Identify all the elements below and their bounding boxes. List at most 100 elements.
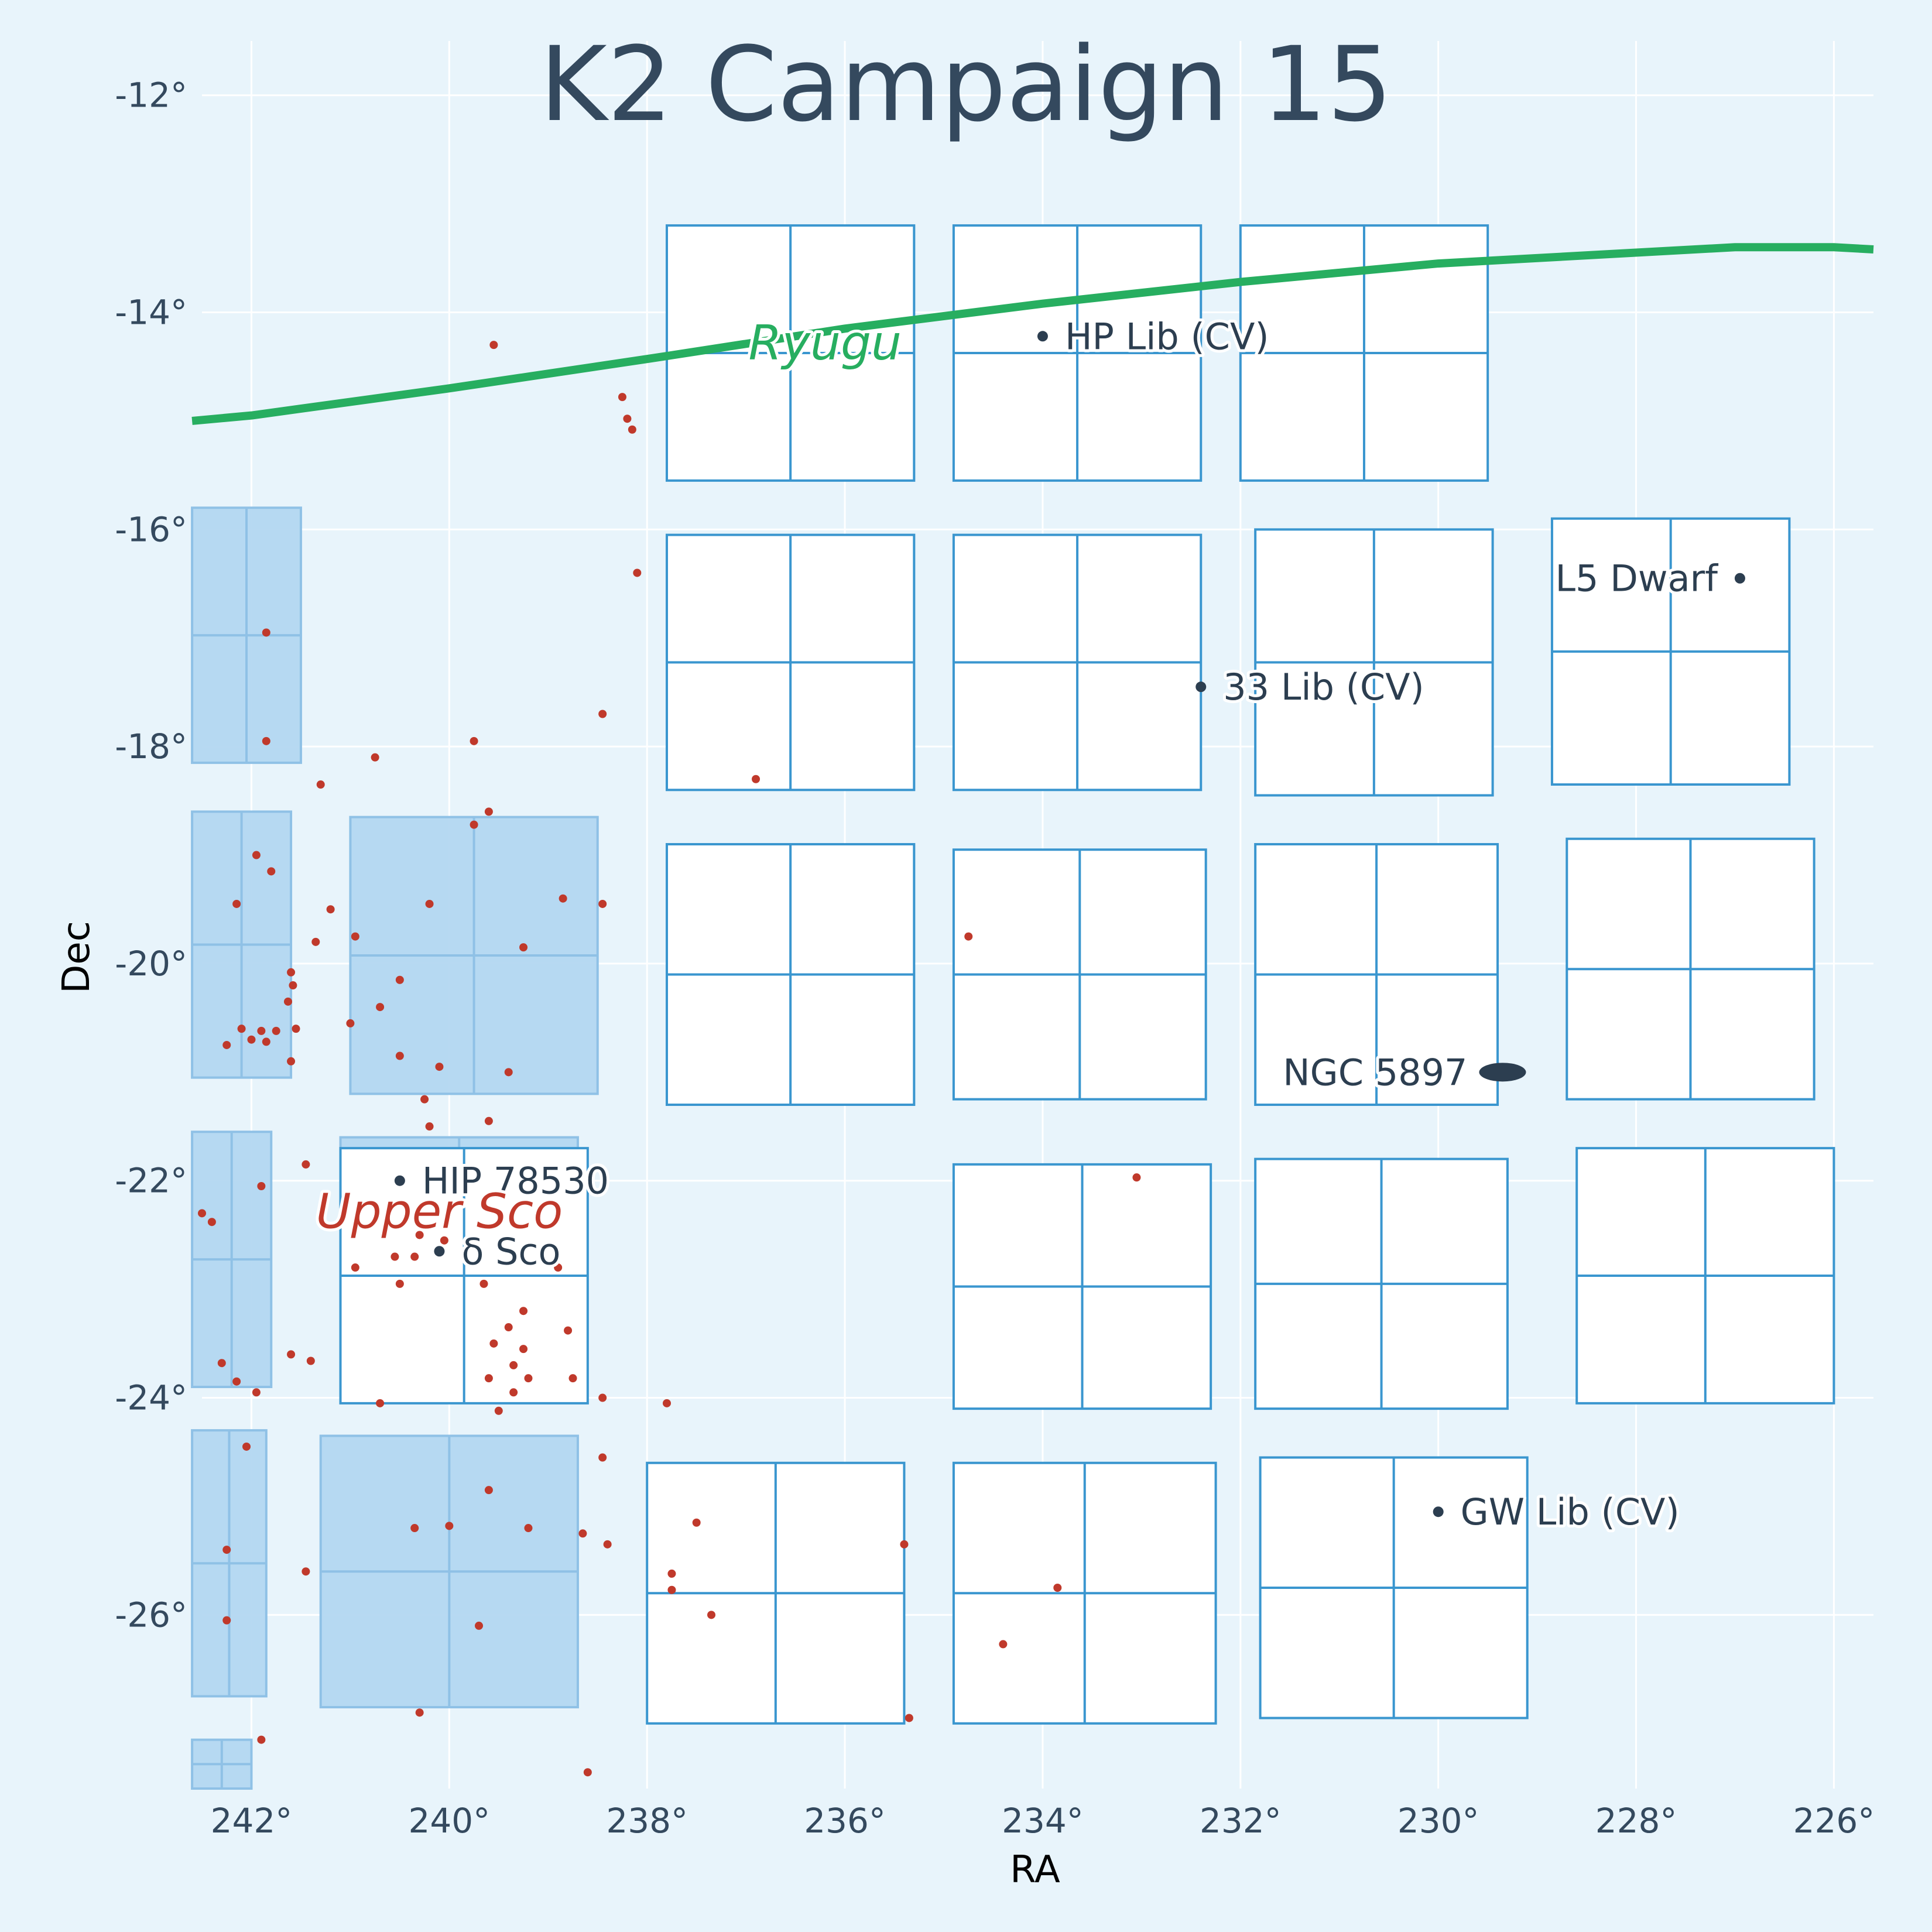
upper-sco-star <box>351 932 359 941</box>
upper-sco-star <box>262 737 270 745</box>
upper-sco-star <box>484 1116 493 1125</box>
x-tick-label: 236° <box>804 1801 886 1841</box>
upper-sco-star <box>519 943 528 952</box>
x-tick-label: 240° <box>408 1801 490 1841</box>
target-label: 33 Lib (CV) <box>1223 666 1424 708</box>
upper-sco-star <box>395 1051 404 1060</box>
axis-tick-labels: 242° 240° 238° 236° 234° 232° 230° 228° 226° -12°… <box>115 76 1875 1841</box>
x-tick-label: 242° <box>211 1801 293 1841</box>
upper-sco-star <box>311 937 320 946</box>
upper-sco-star <box>257 1026 266 1035</box>
upper-sco-star <box>484 1374 493 1383</box>
upper-sco-star <box>326 905 335 914</box>
upper-sco-star <box>302 1160 310 1169</box>
upper-sco-star <box>217 1359 226 1368</box>
y-axis-label: Dec <box>55 921 98 994</box>
upper-sco-star <box>519 1307 528 1316</box>
upper-sco-star <box>554 1263 563 1272</box>
upper-sco-star <box>262 628 270 637</box>
upper-sco-star <box>598 710 607 718</box>
y-tick-label: -20° <box>115 944 187 984</box>
upper-sco-star <box>470 737 478 745</box>
target-markers: HP Lib (CV) 33 Lib (CV) L5 Dwarf HIP 78530 δ… <box>394 312 1745 1536</box>
y-tick-label: -12° <box>115 76 187 115</box>
upper-sco-star <box>257 1735 266 1744</box>
y-tick-label: -24° <box>115 1378 187 1418</box>
upper-sco-star <box>410 1524 419 1533</box>
y-tick-label: -18° <box>115 727 187 766</box>
upper-sco-star <box>524 1524 533 1533</box>
upper-sco-star <box>287 1057 296 1066</box>
target-dot <box>434 1246 445 1257</box>
upper-sco-star <box>289 981 297 990</box>
y-tick-label: -16° <box>115 509 187 549</box>
upper-sco-star <box>425 899 434 908</box>
upper-sco-star <box>598 1393 607 1402</box>
upper-sco-star <box>420 1095 429 1104</box>
upper-sco-star <box>302 1567 310 1576</box>
y-tick-label: -26° <box>115 1595 187 1635</box>
upper-sco-star <box>489 1339 498 1348</box>
upper-sco-star <box>207 1218 216 1227</box>
x-tick-label: 228° <box>1595 1801 1677 1841</box>
upper-sco-star <box>445 1522 454 1530</box>
upper-sco-star <box>504 1323 513 1332</box>
x-tick-label: 232° <box>1200 1801 1282 1841</box>
target-dot <box>394 1175 405 1186</box>
upper-sco-star <box>662 1399 671 1407</box>
upper-sco-star <box>252 1388 261 1397</box>
upper-sco-star <box>568 1374 577 1383</box>
chart-title: K2 Campaign 15 <box>539 25 1392 145</box>
target-label: GW Lib (CV) <box>1461 1491 1680 1533</box>
upper-sco-star <box>692 1518 701 1527</box>
upper-sco-star <box>316 780 325 789</box>
upper-sco-star <box>415 1231 424 1239</box>
upper-sco-star <box>232 899 241 908</box>
upper-sco-star <box>524 1374 533 1383</box>
upper-sco-star <box>479 1279 488 1288</box>
target-label: HIP 78530 <box>422 1160 609 1203</box>
upper-sco-star <box>484 807 493 816</box>
upper-sco-star <box>247 1035 256 1044</box>
x-tick-label: 234° <box>1002 1801 1084 1841</box>
upper-sco-star <box>509 1361 518 1369</box>
upper-sco-star <box>376 1003 385 1012</box>
galaxy-label: NGC 5897 <box>1283 1051 1467 1094</box>
upper-sco-star <box>628 425 636 434</box>
upper-sco-star <box>564 1326 573 1335</box>
upper-sco-star <box>475 1621 484 1630</box>
target-label: L5 Dwarf <box>1555 557 1719 600</box>
x-tick-label: 230° <box>1397 1801 1479 1841</box>
ryugu-track <box>191 243 1874 425</box>
upper-sco-star <box>306 1356 315 1365</box>
upper-sco-star <box>667 1569 676 1578</box>
upper-sco-star <box>257 1182 266 1191</box>
y-tick-label: -22° <box>115 1161 187 1201</box>
upper-sco-star <box>222 1040 231 1049</box>
upper-sco-stars <box>198 341 1141 1777</box>
upper-sco-star <box>376 1399 385 1407</box>
upper-sco-star <box>262 1037 270 1046</box>
upper-sco-star <box>519 1345 528 1354</box>
upper-sco-star <box>283 997 292 1006</box>
upper-sco-star <box>222 1616 231 1625</box>
target-dot <box>1734 573 1745 584</box>
target-dot <box>1195 681 1207 693</box>
upper-sco-star <box>633 568 642 577</box>
upper-sco-star <box>292 1025 300 1033</box>
target-label: δ Sco <box>461 1230 560 1273</box>
x-tick-label: 238° <box>606 1801 688 1841</box>
upper-sco-star <box>484 1486 493 1495</box>
upper-sco-star <box>222 1546 231 1554</box>
upper-sco-star <box>1132 1173 1141 1182</box>
upper-sco-star <box>371 753 379 762</box>
upper-sco-star <box>707 1611 716 1619</box>
ryugu-track-layer <box>191 243 1874 425</box>
x-tick-label: 226° <box>1793 1801 1875 1841</box>
upper-sco-star <box>415 1708 424 1717</box>
upper-sco-star <box>905 1714 913 1722</box>
upper-sco-star <box>440 1236 448 1245</box>
upper-sco-star <box>410 1252 419 1261</box>
upper-sco-star <box>435 1063 444 1071</box>
target-dot <box>1433 1506 1444 1517</box>
